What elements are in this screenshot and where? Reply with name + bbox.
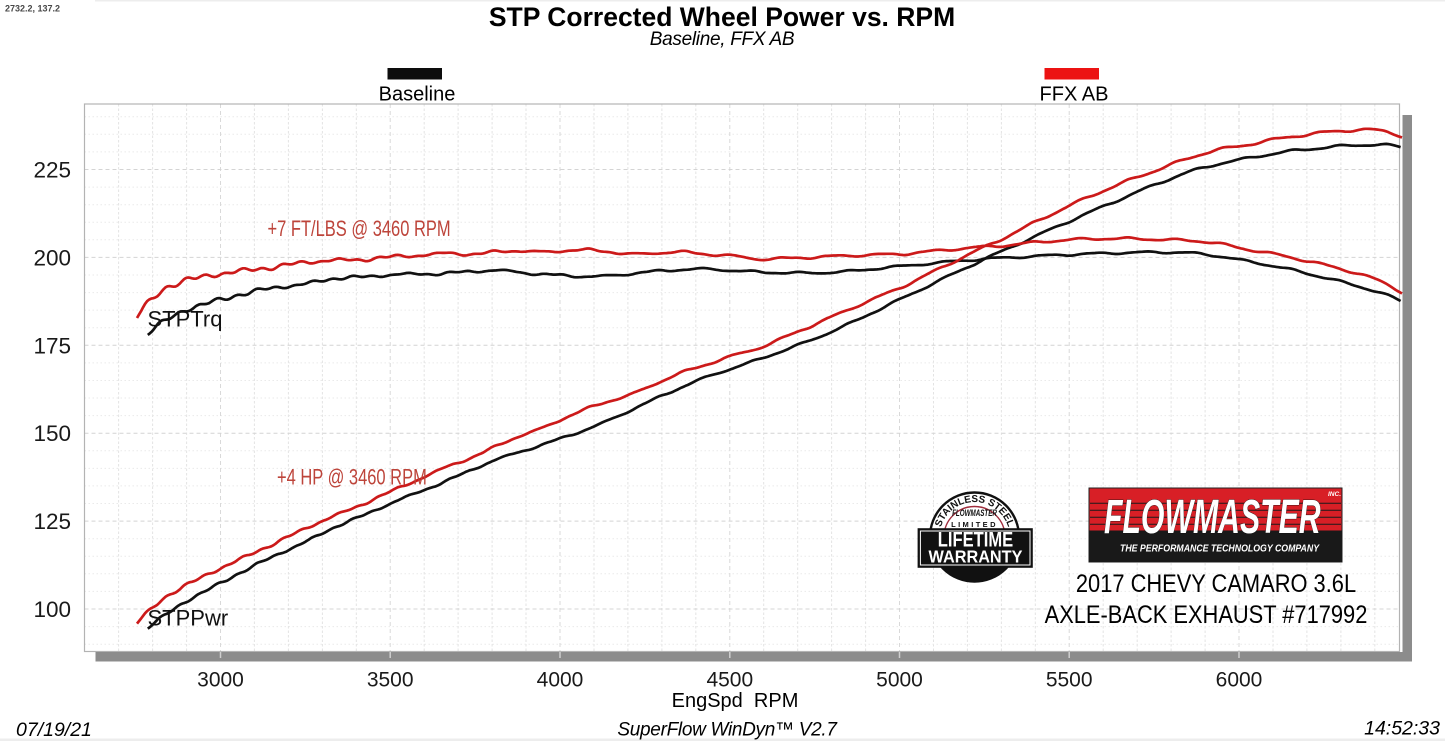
svg-text:LIMITED: LIMITED bbox=[951, 520, 998, 529]
svg-text:2732.2, 137.2: 2732.2, 137.2 bbox=[5, 4, 60, 14]
svg-text:14:52:33: 14:52:33 bbox=[1364, 718, 1440, 740]
svg-text:100: 100 bbox=[33, 597, 71, 622]
svg-text:STPPwr: STPPwr bbox=[148, 606, 229, 631]
svg-text:FFX AB: FFX AB bbox=[1040, 84, 1109, 106]
svg-text:AXLE-BACK EXHAUST #717992: AXLE-BACK EXHAUST #717992 bbox=[1045, 601, 1368, 629]
svg-text:2017 CHEVY CAMARO 3.6L: 2017 CHEVY CAMARO 3.6L bbox=[1076, 570, 1356, 598]
svg-text:FLOWMASTER: FLOWMASTER bbox=[1104, 491, 1321, 544]
svg-text:INC.: INC. bbox=[1328, 491, 1341, 498]
svg-text:STP Corrected Wheel Power vs.: STP Corrected Wheel Power vs. RPM bbox=[489, 2, 955, 32]
svg-text:THE PERFORMANCE TECHNOLOGY COM: THE PERFORMANCE TECHNOLOGY COMPANY bbox=[1120, 543, 1320, 555]
svg-text:+7 FT/LBS @ 3460 RPM: +7 FT/LBS @ 3460 RPM bbox=[268, 217, 451, 242]
svg-text:4000: 4000 bbox=[537, 669, 584, 692]
svg-text:5500: 5500 bbox=[1046, 669, 1093, 692]
svg-text:EngSpd RPM: EngSpd RPM bbox=[672, 690, 799, 712]
svg-text:175: 175 bbox=[33, 333, 71, 358]
svg-text:6000: 6000 bbox=[1216, 669, 1263, 692]
svg-text:5000: 5000 bbox=[876, 669, 923, 692]
svg-text:STPTrq: STPTrq bbox=[148, 307, 223, 332]
svg-text:3000: 3000 bbox=[197, 669, 244, 692]
svg-text:200: 200 bbox=[33, 245, 71, 270]
svg-text:225: 225 bbox=[33, 158, 71, 183]
svg-text:4500: 4500 bbox=[706, 669, 753, 692]
svg-text:LIFETIME: LIFETIME bbox=[938, 529, 1014, 553]
svg-text:SuperFlow WinDyn™ V2.7: SuperFlow WinDyn™ V2.7 bbox=[617, 720, 838, 741]
svg-text:07/19/21: 07/19/21 bbox=[16, 719, 92, 741]
svg-text:WARRANTY: WARRANTY bbox=[929, 547, 1023, 567]
svg-text:Baseline: Baseline bbox=[379, 84, 456, 106]
svg-text:150: 150 bbox=[33, 421, 71, 446]
svg-text:Baseline, FFX AB: Baseline, FFX AB bbox=[650, 29, 795, 50]
svg-text:+4 HP @ 3460 RPM: +4 HP @ 3460 RPM bbox=[277, 465, 427, 490]
svg-text:FLOWMASTER: FLOWMASTER bbox=[952, 508, 997, 519]
svg-text:125: 125 bbox=[33, 509, 71, 534]
svg-text:3500: 3500 bbox=[367, 669, 414, 692]
